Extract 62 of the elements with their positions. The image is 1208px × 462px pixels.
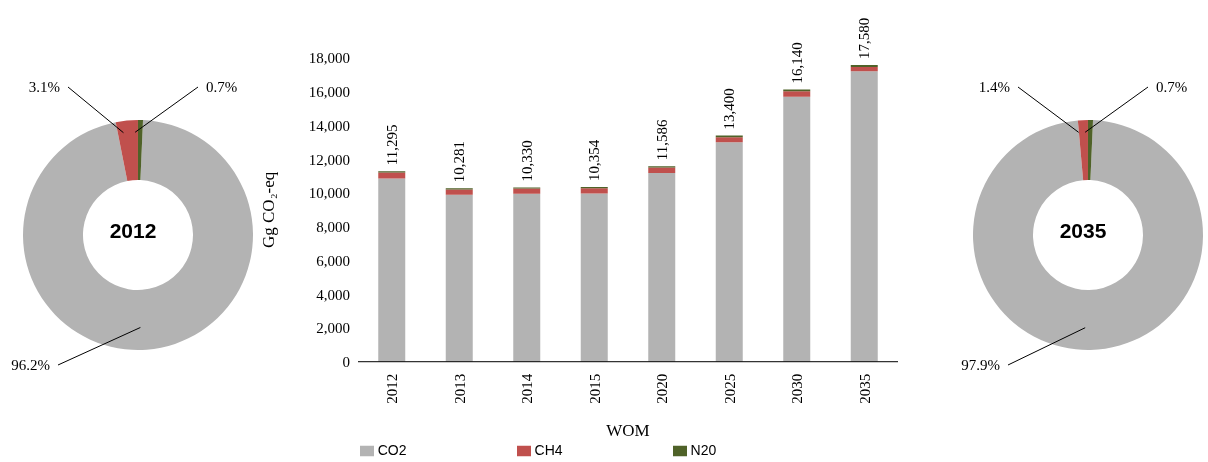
bar: [445, 194, 473, 362]
legend-label: N20: [690, 441, 717, 458]
y-tick-label: 12,000: [308, 151, 350, 168]
bar: [783, 91, 811, 97]
bar: [378, 172, 406, 179]
bar: [648, 167, 676, 173]
data-label: 0.7%: [206, 79, 238, 95]
x-tick-label: 2014: [519, 373, 536, 404]
total-label: 11,586: [653, 119, 670, 161]
y-tick-label: 18,000: [308, 50, 350, 67]
bar: [850, 67, 878, 72]
total-label: 11,295: [383, 124, 400, 166]
bar: [850, 71, 878, 362]
donut-slice: [1087, 120, 1094, 181]
data-label: 97.9%: [961, 357, 1000, 373]
total-label: 17,580: [856, 17, 873, 60]
x-tick-label: 2020: [654, 373, 671, 404]
y-tick-label: 10,000: [308, 185, 350, 202]
bar: [783, 96, 811, 362]
donut-slice: [23, 120, 253, 350]
bar: [715, 137, 743, 143]
x-tick-label: 2012: [384, 373, 401, 404]
total-label: 10,281: [451, 140, 468, 183]
y-tick-label: 0: [342, 354, 350, 371]
bar: [648, 172, 676, 362]
bar: [715, 142, 743, 362]
donut-slice: [973, 120, 1203, 350]
data-label: 3.1%: [28, 79, 60, 95]
donut-slice: [1077, 120, 1088, 181]
data-label: 96.2%: [11, 357, 50, 373]
total-label: 10,354: [586, 139, 603, 182]
total-label: 13,400: [721, 88, 738, 130]
bar: [378, 178, 406, 362]
y-tick-label: 14,000: [308, 117, 350, 134]
donut-slice: [115, 120, 138, 182]
data-label: 1.4%: [978, 79, 1010, 95]
bar: [445, 189, 473, 195]
x-tick-label: 2025: [721, 373, 738, 404]
bar: [580, 188, 608, 194]
x-tick-label: 2030: [789, 373, 806, 404]
legend-label: CH4: [534, 441, 563, 458]
legend-label: CO2: [377, 441, 407, 458]
y-tick-label: 16,000: [308, 84, 350, 101]
x-tick-label: 2013: [451, 373, 468, 404]
bar: [850, 65, 878, 68]
y-tick-label: 6,000: [316, 252, 350, 269]
x-tick-label: 2035: [856, 373, 873, 404]
data-label: 0.7%: [1156, 79, 1188, 95]
y-axis-title: Gg CO₂-eq: [259, 171, 279, 248]
text: 2012: [109, 219, 157, 242]
y-tick-label: 2,000: [316, 320, 350, 337]
x-tick-label: 2015: [586, 373, 603, 404]
text: 2035: [1059, 219, 1107, 242]
bar: [513, 193, 541, 362]
bar: [513, 188, 541, 194]
total-label: 10,330: [518, 140, 535, 182]
x-axis-title: WOM: [606, 420, 650, 440]
y-tick-label: 4,000: [316, 286, 350, 303]
total-label: 16,140: [788, 42, 805, 84]
donut-slice: [137, 120, 144, 181]
bar: [580, 193, 608, 362]
y-tick-label: 8,000: [316, 219, 350, 236]
